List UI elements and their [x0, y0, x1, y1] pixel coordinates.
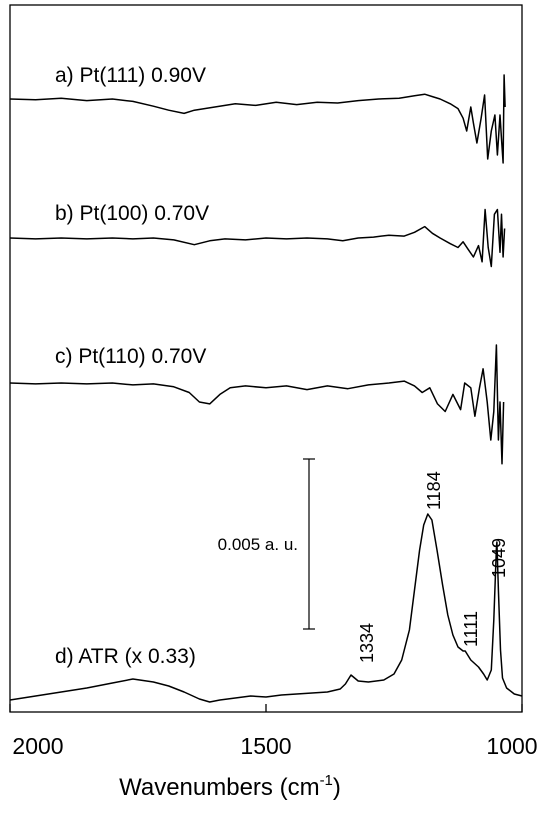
x-axis-label: Wavenumbers (cm-1)	[119, 772, 341, 801]
peak-label-1184: 1184	[424, 471, 444, 510]
x-axis-label-superscript: -1	[320, 772, 333, 789]
x-tick-label-1000: 1000	[486, 733, 537, 759]
series-line-2	[9, 208, 506, 268]
x-axis: 2000 1500 1000	[9, 704, 538, 759]
series-group: a) Pt(111) 0.90V b) Pt(100) 0.70V c) Pt(11…	[9, 64, 523, 703]
peak-label-1334: 1334	[357, 623, 377, 663]
series-label-4: d) ATR (x 0.33)	[55, 645, 196, 668]
series-label-1: a) Pt(111) 0.90V	[55, 64, 206, 87]
x-tick-label-2000: 2000	[12, 733, 63, 759]
x-tick-label-1500: 1500	[240, 733, 291, 759]
peak-label-1111: 1111	[461, 611, 481, 647]
scale-bar	[303, 458, 315, 630]
peak-label-1049: 1049	[489, 538, 509, 578]
series-line-3	[9, 344, 505, 465]
series-label-3: c) Pt(110) 0.70V	[55, 345, 206, 368]
series-line-4	[9, 513, 523, 703]
x-axis-label-close: )	[333, 774, 341, 801]
series-line-1	[9, 74, 506, 164]
scale-bar-label: 0.005 a. u.	[218, 535, 298, 554]
series-label-2: b) Pt(100) 0.70V	[55, 202, 209, 225]
